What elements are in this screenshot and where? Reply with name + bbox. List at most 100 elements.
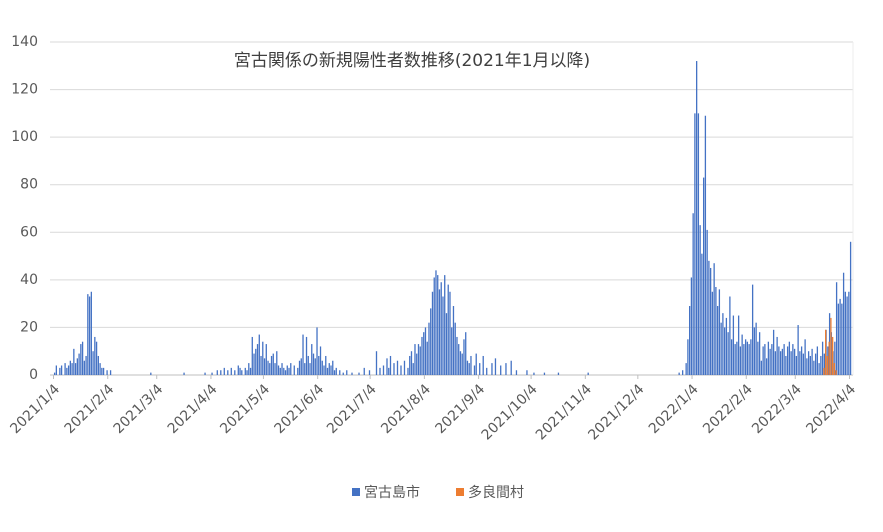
bar: [795, 355, 798, 375]
bar: [102, 367, 105, 375]
bar: [363, 367, 365, 375]
bar: [346, 370, 348, 375]
bar: [465, 332, 467, 375]
bar: [475, 353, 477, 375]
bar: [234, 370, 236, 375]
bar: [403, 360, 406, 375]
bar: [445, 313, 448, 375]
bar: [424, 327, 427, 375]
bar: [689, 306, 691, 375]
bar: [416, 353, 418, 375]
bar: [379, 367, 381, 375]
bar: [256, 344, 259, 375]
bar: [253, 353, 255, 375]
bar: [332, 360, 334, 375]
bar: [505, 363, 507, 375]
bar: [694, 113, 696, 375]
bar: [53, 372, 56, 375]
bar: [685, 363, 687, 375]
bar: [785, 355, 787, 375]
legend-label: 宮古島市: [364, 484, 420, 501]
bar: [818, 363, 820, 375]
bar: [820, 355, 822, 375]
bar: [479, 363, 481, 375]
bar: [687, 339, 689, 375]
bar: [307, 355, 309, 375]
bar: [109, 370, 112, 375]
bar: [807, 351, 810, 375]
bar: [762, 346, 764, 375]
bar: [435, 270, 437, 375]
bar: [823, 353, 826, 375]
bar: [269, 363, 271, 375]
bar: [463, 339, 465, 375]
bar: [482, 355, 484, 375]
bar: [92, 351, 94, 375]
bar: [400, 365, 402, 375]
y-tick-label: 80: [20, 177, 38, 193]
bar: [781, 348, 784, 375]
bar: [437, 275, 439, 375]
bar: [80, 344, 82, 375]
bar: [772, 329, 775, 375]
bar: [330, 365, 332, 375]
bar: [736, 341, 738, 375]
bar: [318, 355, 320, 375]
bar: [846, 296, 848, 375]
bar: [757, 341, 759, 375]
bar: [491, 363, 493, 375]
bar: [786, 346, 789, 375]
bar: [776, 336, 778, 375]
bar: [87, 294, 89, 375]
bar: [284, 370, 287, 375]
bar: [106, 370, 108, 375]
bar: [319, 346, 322, 375]
bar: [358, 372, 360, 375]
bar: [423, 332, 425, 375]
bar: [258, 334, 260, 375]
bar: [720, 322, 722, 375]
bar: [304, 363, 306, 375]
bar: [183, 372, 185, 375]
bar: [410, 351, 413, 375]
bar: [461, 353, 463, 375]
bar: [515, 370, 518, 375]
bar: [426, 341, 428, 375]
bar: [90, 291, 92, 375]
bar: [797, 325, 799, 375]
bar: [765, 358, 768, 375]
bar: [447, 284, 449, 375]
bar: [746, 341, 749, 375]
bar: [767, 341, 770, 375]
bar: [316, 327, 318, 375]
bar: [407, 367, 409, 375]
bar: [276, 351, 278, 375]
bar: [828, 341, 830, 375]
bar: [814, 353, 817, 375]
bar: [702, 177, 705, 375]
bar: [323, 365, 325, 375]
bar: [704, 115, 707, 375]
bar: [678, 372, 680, 375]
bar: [715, 286, 717, 375]
bar: [849, 241, 852, 375]
bar: [386, 358, 388, 375]
bar: [837, 303, 840, 375]
bar: [587, 372, 589, 375]
bar: [81, 341, 84, 375]
bar: [223, 367, 225, 375]
bar: [265, 344, 267, 375]
bar: [748, 344, 750, 375]
bar: [834, 341, 836, 375]
bar: [692, 213, 694, 375]
bar: [755, 322, 757, 375]
bar: [709, 267, 712, 375]
bar: [66, 367, 68, 375]
bar: [841, 303, 843, 375]
bar: [751, 284, 754, 375]
bar: [451, 327, 453, 375]
bar: [279, 367, 281, 375]
bar: [779, 351, 782, 375]
bar: [255, 348, 257, 375]
bar: [237, 365, 239, 375]
